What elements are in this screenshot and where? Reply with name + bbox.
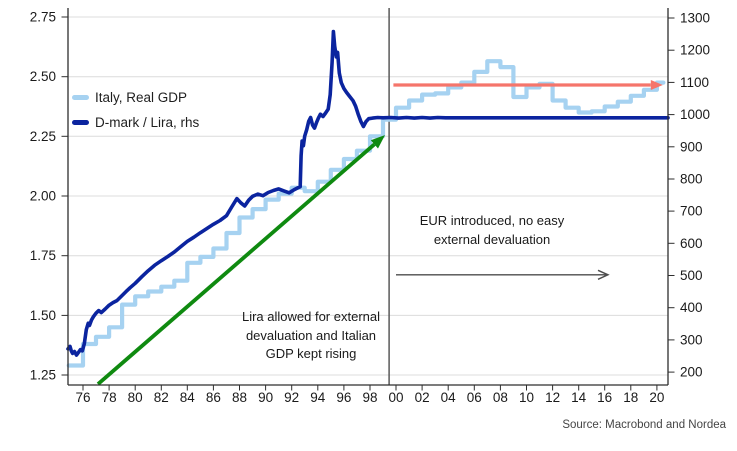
- svg-text:18: 18: [623, 390, 638, 405]
- x-axis-ticks: 76 78 80 82 84 86 88 90 92 94 96 98 00 02 04 06 08 10 12 14…: [75, 385, 664, 405]
- lira-devaluation-arrow: [96, 135, 385, 386]
- svg-text:1000: 1000: [680, 107, 710, 122]
- svg-text:80: 80: [128, 390, 143, 405]
- svg-text:04: 04: [441, 390, 457, 405]
- svg-text:16: 16: [597, 390, 612, 405]
- svg-text:88: 88: [232, 390, 247, 405]
- svg-text:800: 800: [680, 172, 703, 187]
- svg-text:1.25: 1.25: [30, 368, 56, 383]
- svg-text:90: 90: [258, 390, 273, 405]
- source-credit: Source: Macrobond and Nordea: [562, 419, 726, 431]
- series-italy-real-gdp: [66, 59, 666, 368]
- legend: Italy, Real GDP D-mark / Lira, rhs: [72, 85, 199, 135]
- svg-text:700: 700: [680, 204, 703, 219]
- svg-text:14: 14: [571, 390, 587, 405]
- svg-text:86: 86: [206, 390, 221, 405]
- svg-text:92: 92: [284, 390, 299, 405]
- no-devaluation-arrow: [396, 269, 610, 280]
- svg-text:78: 78: [102, 390, 117, 405]
- svg-text:300: 300: [680, 332, 703, 347]
- legend-item-dmark-lira: D-mark / Lira, rhs: [72, 110, 199, 135]
- svg-text:08: 08: [493, 390, 508, 405]
- svg-text:2.00: 2.00: [30, 189, 56, 204]
- left-axis-ticks: 2.75 2.50 2.25 2.00 1.75 1.50 1.25: [30, 10, 68, 383]
- svg-text:1300: 1300: [680, 11, 710, 26]
- svg-text:900: 900: [680, 139, 703, 154]
- svg-text:2.75: 2.75: [30, 10, 56, 25]
- svg-text:96: 96: [336, 390, 351, 405]
- svg-text:1100: 1100: [680, 75, 709, 90]
- svg-text:1200: 1200: [680, 43, 710, 58]
- legend-item-italy-gdp: Italy, Real GDP: [72, 85, 199, 110]
- svg-text:20: 20: [649, 390, 664, 405]
- svg-text:84: 84: [180, 390, 196, 405]
- svg-text:94: 94: [310, 390, 326, 405]
- eur-flat-arrow: [393, 80, 663, 90]
- svg-text:98: 98: [362, 390, 377, 405]
- svg-text:02: 02: [415, 390, 430, 405]
- svg-text:200: 200: [680, 365, 703, 380]
- legend-label-dmark-lira: D-mark / Lira, rhs: [95, 115, 200, 130]
- svg-text:12: 12: [545, 390, 560, 405]
- svg-text:600: 600: [680, 236, 703, 251]
- italy-gdp-line-swatch: [72, 95, 89, 100]
- svg-text:400: 400: [680, 300, 703, 315]
- svg-text:10: 10: [519, 390, 534, 405]
- right-axis-ticks: 1300 1200 1100 1000 900 800 700 600 500 400 300 200: [668, 11, 710, 380]
- svg-text:00: 00: [388, 390, 403, 405]
- dmark-lira-line-swatch: [72, 120, 89, 125]
- svg-text:06: 06: [467, 390, 482, 405]
- svg-text:1.75: 1.75: [30, 248, 56, 263]
- svg-text:2.25: 2.25: [30, 129, 56, 144]
- series-dmark-lira: [66, 29, 670, 357]
- svg-text:2.50: 2.50: [30, 69, 56, 84]
- eur-introduced-note: EUR introduced, no easy external devalua…: [419, 213, 565, 247]
- svg-text:76: 76: [75, 390, 90, 405]
- legend-label-italy-gdp: Italy, Real GDP: [95, 90, 188, 105]
- svg-text:1.50: 1.50: [30, 308, 56, 323]
- svg-text:82: 82: [154, 390, 169, 405]
- svg-text:500: 500: [680, 268, 703, 283]
- lira-devaluation-note: Lira allowed for external devaluation an…: [241, 309, 381, 361]
